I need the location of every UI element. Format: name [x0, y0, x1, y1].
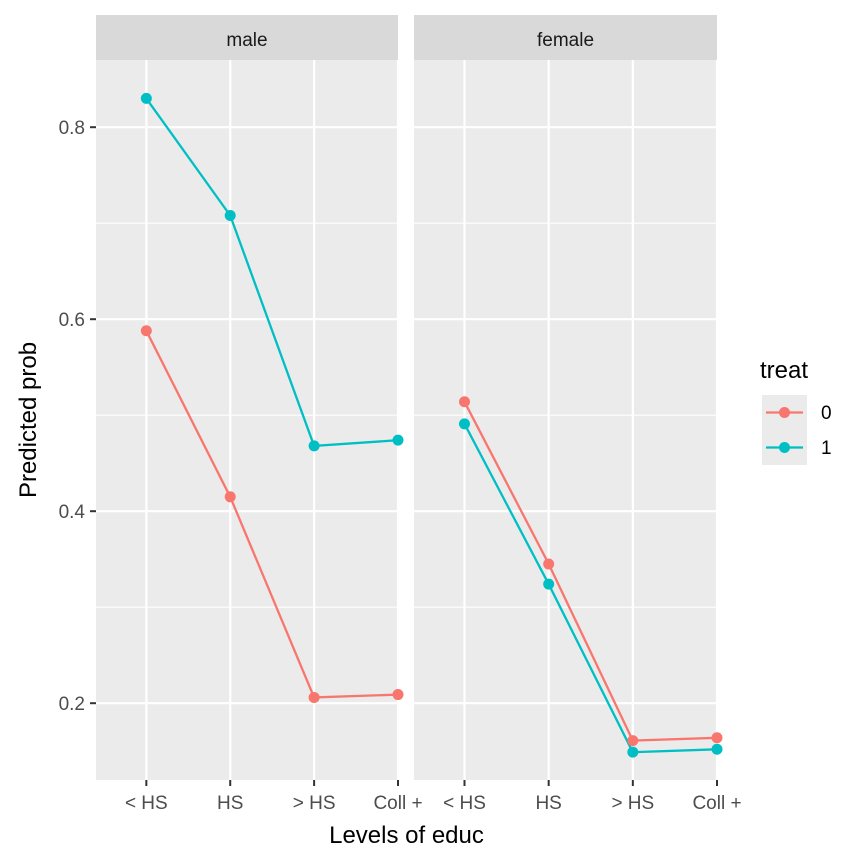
y-axis: 0.2 0.4 0.6 0.8 [59, 118, 96, 715]
data-point-0 [224, 491, 236, 503]
data-point-1 [627, 746, 639, 758]
x-tick-label: < HS [125, 793, 168, 814]
series-line-0 [463, 401, 718, 742]
data-point-1 [543, 578, 555, 590]
x-tick-label: > HS [293, 793, 336, 814]
y-tick-label: 0.8 [59, 118, 85, 139]
facet-panels: male < HS HS > HS Coll + female < HS HS > HS Coll… [96, 15, 742, 814]
legend-item-1: 1 [762, 430, 832, 465]
data-point-0 [543, 558, 555, 570]
legend-item-0: 0 [762, 395, 832, 430]
data-point-0 [308, 691, 320, 703]
legend-label: 0 [821, 403, 832, 424]
y-axis-title: Predicted prob [15, 342, 42, 498]
data-point-1 [140, 92, 152, 104]
data-point-0 [140, 325, 152, 337]
facet-strip-label: male [226, 30, 267, 51]
x-axis-title: Levels of educ [329, 822, 484, 849]
legend: treat 0 1 [760, 357, 832, 465]
series-line-0 [145, 330, 399, 699]
y-tick-label: 0.4 [59, 502, 86, 523]
x-tick-label: Coll + [373, 793, 422, 814]
data-point-1 [459, 418, 470, 430]
facet-strip [414, 15, 717, 60]
x-tick-label: Coll + [692, 793, 741, 814]
legend-key-point [779, 442, 790, 453]
panel-background [414, 60, 717, 780]
panel-background [96, 60, 398, 780]
x-tick-label: < HS [443, 793, 486, 814]
data-point-1 [711, 743, 723, 755]
legend-title: treat [760, 357, 808, 384]
data-point-1 [308, 440, 320, 452]
data-point-0 [711, 732, 723, 744]
series-line-1 [463, 423, 718, 754]
data-point-1 [392, 434, 404, 446]
data-point-1 [224, 210, 236, 222]
x-tick-label: HS [217, 793, 243, 814]
y-tick-label: 0.6 [59, 310, 85, 331]
x-tick-label: > HS [611, 793, 654, 814]
data-point-0 [459, 396, 470, 408]
x-tick-label: HS [535, 793, 561, 814]
y-tick-label: 0.2 [59, 694, 85, 715]
data-point-0 [392, 689, 404, 701]
facet-panel-female: female < HS HS > HS Coll + [414, 15, 742, 814]
legend-key-point [779, 407, 790, 418]
series-line-1 [145, 97, 399, 448]
data-point-0 [627, 735, 639, 747]
facet-strip-label: female [537, 30, 594, 51]
facet-strip [96, 15, 398, 60]
legend-label: 1 [821, 438, 832, 459]
facet-panel-male: male < HS HS > HS Coll + [96, 15, 423, 814]
